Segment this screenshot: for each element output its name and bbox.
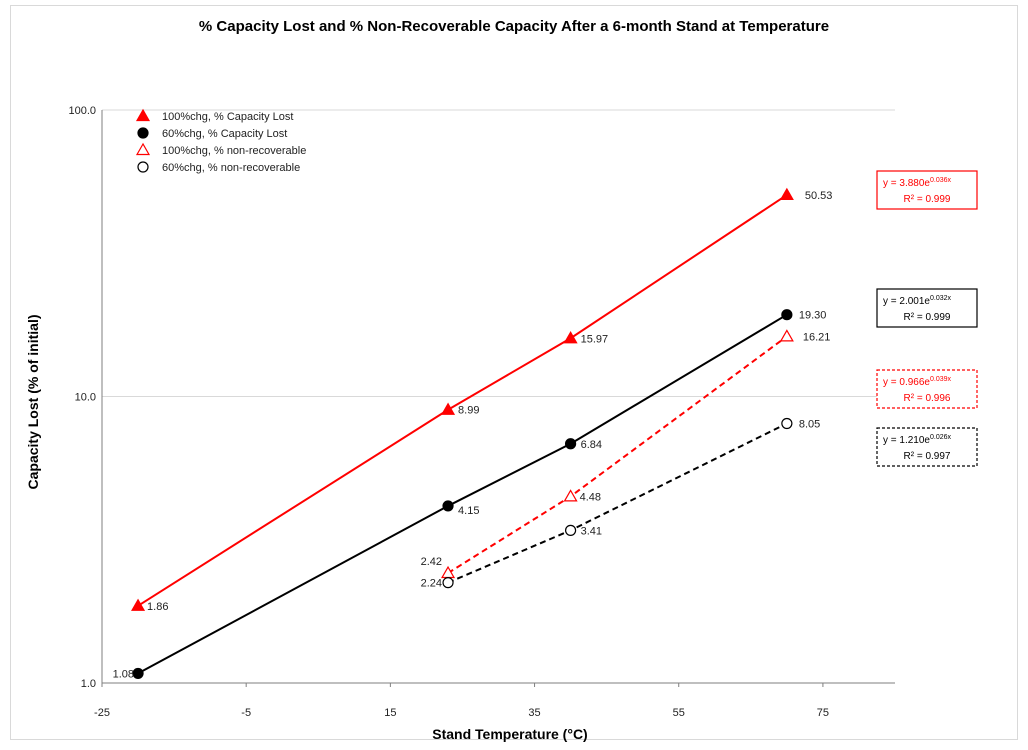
data-label: 2.24: [421, 578, 442, 590]
data-point-marker: [131, 598, 146, 611]
x-tick-label: 75: [817, 707, 829, 719]
y-tick-label: 10.0: [75, 392, 96, 404]
x-tick-label: 35: [528, 707, 540, 719]
equation-box: [876, 427, 978, 467]
data-point-marker: [781, 309, 793, 321]
axes: [101, 110, 895, 687]
data-point-marker: [564, 438, 577, 450]
data-point-marker: [563, 489, 578, 502]
data-labels: 1.86 8.99 15.97 50.53 1.08 4.15 6.84 19.30 2.42 4…: [113, 190, 833, 680]
legend-entry: 60%chg, % Capacity Lost: [162, 128, 287, 140]
data-point-marker: [135, 108, 151, 122]
data-point-marker: [441, 402, 456, 415]
data-label: 16.21: [803, 331, 831, 343]
data-point-marker: [135, 142, 151, 156]
data-point-marker: [564, 524, 577, 536]
data-label: 50.53: [805, 190, 833, 202]
x-tick-label: -5: [241, 707, 251, 719]
series-line: [137, 194, 788, 607]
data-point-marker: [132, 667, 144, 680]
data-label: 6.84: [581, 439, 602, 451]
legend-entry: 60%chg, % non-recoverable: [162, 162, 300, 174]
x-axis-title: Stand Temperature (°C): [432, 726, 587, 742]
x-tick-label: 15: [384, 707, 396, 719]
data-point-marker: [137, 161, 149, 173]
data-label: 19.30: [799, 310, 827, 322]
r-squared-text: R² = 0.996: [904, 393, 951, 404]
equation-box: [876, 288, 978, 328]
data-label: 8.05: [799, 418, 820, 430]
y-tick-label: 100.0: [68, 105, 96, 117]
x-tick-label: -25: [94, 707, 110, 719]
data-label: 2.42: [421, 556, 442, 568]
data-label: 4.48: [580, 491, 601, 503]
data-point-marker: [442, 577, 454, 589]
data-label: 1.86: [147, 601, 168, 613]
data-point-marker: [563, 331, 578, 344]
chart-title: % Capacity Lost and % Non-Recoverable Ca…: [198, 18, 830, 35]
chart-frame: [10, 5, 1018, 740]
legend-entry: 100%chg, % non-recoverable: [162, 145, 306, 157]
data-label: 15.97: [581, 333, 609, 345]
series-line: [447, 335, 788, 574]
data-label: 8.99: [458, 405, 479, 417]
data-point-marker: [442, 500, 454, 512]
x-tick-label: 55: [673, 707, 685, 719]
tick-labels: 1.0 10.0 100.0 -25 -5 15 35 55 75: [68, 105, 829, 719]
r-squared-text: R² = 0.999: [904, 194, 951, 205]
data-point-marker: [137, 127, 149, 139]
data-point-marker: [781, 417, 793, 430]
data-point-marker: [779, 329, 794, 342]
data-label: 3.41: [581, 525, 602, 537]
data-label: 4.15: [458, 505, 479, 517]
series-line: [137, 313, 788, 675]
equation-box: [876, 170, 978, 210]
data-point-marker: [441, 565, 456, 579]
r-squared-text: R² = 0.999: [904, 312, 951, 323]
equation-box: [876, 369, 978, 409]
gridlines: [102, 109, 895, 684]
series-markers: [131, 187, 794, 680]
data-point-marker: [779, 187, 794, 201]
r-squared-text: R² = 0.997: [904, 451, 951, 462]
y-axis-title: Capacity Lost (% of initial): [25, 314, 41, 489]
legend-entry: 100%chg, % Capacity Lost: [162, 111, 293, 123]
data-label: 1.08: [113, 668, 134, 680]
legend: 100%chg, % Capacity Lost 60%chg, % Capaci…: [135, 108, 306, 174]
y-tick-label: 1.0: [81, 678, 96, 690]
series-lines: [137, 194, 788, 675]
series-line: [447, 422, 788, 584]
